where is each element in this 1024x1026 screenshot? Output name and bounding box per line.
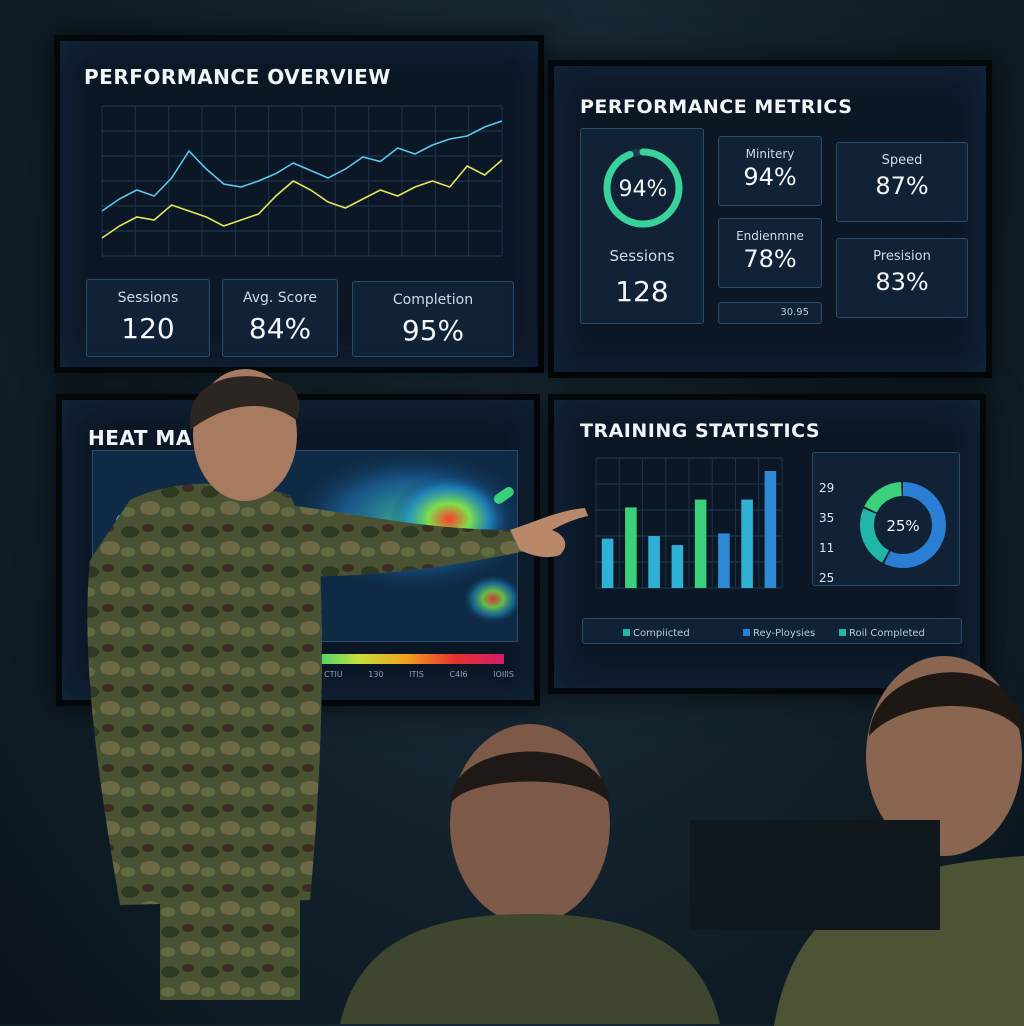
metric-label: Endienmne — [736, 229, 804, 243]
seated-trainee-center — [340, 724, 720, 1024]
series-line-1 — [101, 159, 503, 239]
metrics-title: PERFORMANCE METRICS — [580, 96, 853, 118]
ring-value: 94% — [619, 177, 668, 202]
donut-number: 35 — [819, 511, 835, 525]
stat-card-completion: Completion 95% — [352, 281, 514, 357]
metric-label: Minitery — [745, 147, 795, 161]
performance-overview-screen: PERFORMANCE OVERVIEW Sessions 120 Avg. S… — [54, 35, 544, 373]
stat-value: 95% — [401, 314, 465, 347]
ring-card: 94% Sessions 128 — [580, 128, 704, 324]
training-bar-chart — [595, 457, 783, 589]
metric-tile-speed: Speed 87% — [836, 142, 968, 222]
ring-count: 128 — [615, 275, 669, 308]
legend-item: Roil Completed — [849, 628, 925, 639]
heatmap-color-scale — [310, 654, 504, 664]
performance-metrics-screen: PERFORMANCE METRICS 94% Sessions 128 Min… — [548, 60, 992, 378]
bar-0 — [601, 538, 614, 588]
legend-item: Rey-Ploysies — [753, 628, 815, 639]
metric-tile-endienmne: Endienmne 78% — [718, 218, 822, 288]
training-legend: Compiicted Rey-Ploysies Roil Completed — [582, 618, 962, 644]
training-title: TRAINING STATISTICS — [580, 420, 821, 442]
metric-tile-minitery: Minitery 94% — [718, 136, 822, 206]
metric-value: 94% — [743, 163, 797, 191]
metric-footer-bar: 30.95 — [718, 302, 822, 324]
stat-card-sessions: Sessions 120 — [86, 279, 210, 357]
heatmap-scale-labels: CTIU 130 ITIS C4I6 IOIIIS — [324, 670, 514, 679]
stat-card-avg-score: Avg. Score 84% — [222, 279, 338, 357]
seated-trainee-right — [774, 656, 1024, 1026]
donut-slice-1 — [860, 482, 946, 568]
bar-1 — [625, 507, 637, 588]
footer-value: 30.95 — [780, 307, 809, 318]
overview-line-chart — [101, 105, 503, 257]
metric-value: 83% — [875, 268, 929, 296]
donut-center: 25% — [886, 517, 919, 535]
donut-number: 11 — [819, 541, 835, 555]
metric-value: 87% — [875, 172, 929, 200]
stat-value: 84% — [248, 312, 312, 345]
donut-number: 25 — [819, 571, 835, 585]
bar-5 — [718, 533, 730, 588]
stat-label: Completion — [392, 292, 474, 308]
scale-label: IOIIIS — [493, 670, 514, 679]
bar-3 — [671, 545, 684, 588]
metric-value: 78% — [743, 245, 797, 273]
scale-label: CTIU — [324, 670, 343, 679]
ring-label: Sessions — [609, 247, 675, 265]
metric-tile-presision: Presision 83% — [836, 238, 968, 318]
series-line-0 — [101, 120, 503, 212]
scale-label: C4I6 — [449, 670, 468, 679]
stat-label: Sessions — [117, 290, 179, 306]
donut-slice-0 — [860, 482, 946, 568]
heatmap-title: HEAT MAI — [88, 426, 200, 450]
bar-2 — [648, 536, 660, 588]
scale-label: 130 — [368, 670, 384, 679]
training-statistics-screen: TRAINING STATISTICS 29 35 11 25 25% Comp… — [548, 394, 986, 694]
bar-7 — [764, 471, 777, 588]
sessions-ring: 94% — [603, 148, 683, 228]
overview-title: PERFORMANCE OVERVIEW — [84, 65, 391, 89]
scale-label: ITIS — [409, 670, 424, 679]
instructor-figure — [87, 369, 588, 1000]
bar-4 — [694, 499, 707, 588]
donut-panel: 29 35 11 25 25% — [812, 452, 960, 586]
bar-6 — [741, 499, 753, 588]
metric-label: Presision — [873, 249, 931, 264]
metric-label: Speed — [881, 153, 923, 168]
legend-item: Compiicted — [633, 628, 690, 639]
donut-number: 29 — [819, 481, 835, 495]
stat-label: Avg. Score — [242, 290, 318, 306]
training-donut: 25% — [860, 482, 946, 568]
stat-value: 120 — [121, 312, 175, 345]
